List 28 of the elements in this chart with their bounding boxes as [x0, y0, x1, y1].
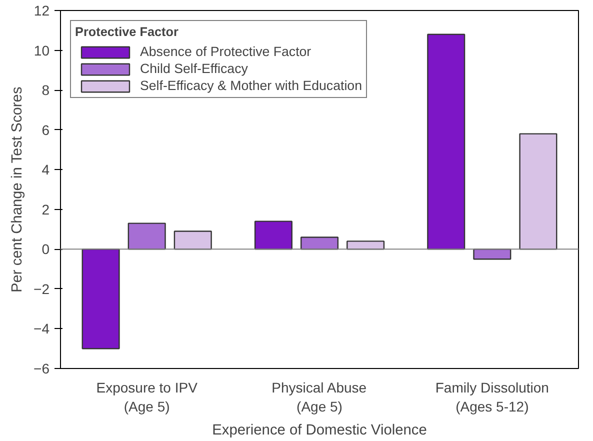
bar: [473, 248, 512, 260]
y-axis-title: Per cent Change in Test Scores: [10, 86, 26, 293]
x-tick-label: Physical Abuse (Age 5): [272, 380, 367, 415]
x-tick-label: Family Dissolution (Ages 5-12): [435, 380, 549, 415]
y-tick-label: −4: [34, 320, 50, 337]
bar: [254, 220, 292, 250]
bar: [82, 248, 120, 350]
y-tick-label: 2: [42, 201, 50, 218]
x-axis-title: Experience of Domestic Violence: [212, 422, 427, 439]
bar: [519, 133, 558, 250]
bar: [427, 34, 466, 250]
y-tick-label: 12: [34, 2, 50, 18]
y-tick-label: 4: [42, 162, 50, 178]
y-tick-label: 6: [42, 122, 50, 138]
y-tick-label: 8: [42, 82, 50, 98]
legend-label: Absence of Protective Factor: [140, 44, 312, 59]
legend-label: Child Self-Efficacy: [140, 61, 248, 76]
bar: [346, 240, 385, 250]
x-tick-label: Exposure to IPV (Age 5): [96, 380, 198, 415]
legend-title: Protective Factor: [75, 25, 180, 39]
bar: [128, 222, 166, 250]
y-tick-label: −2: [34, 280, 50, 297]
y-tick-label: −6: [34, 360, 50, 376]
bar: [174, 230, 212, 250]
y-tick-label: 10: [34, 42, 50, 58]
bar: [300, 236, 339, 250]
legend-label: Self-Efficacy & Mother with Education: [140, 78, 362, 93]
y-tick-label: 0: [42, 241, 50, 258]
